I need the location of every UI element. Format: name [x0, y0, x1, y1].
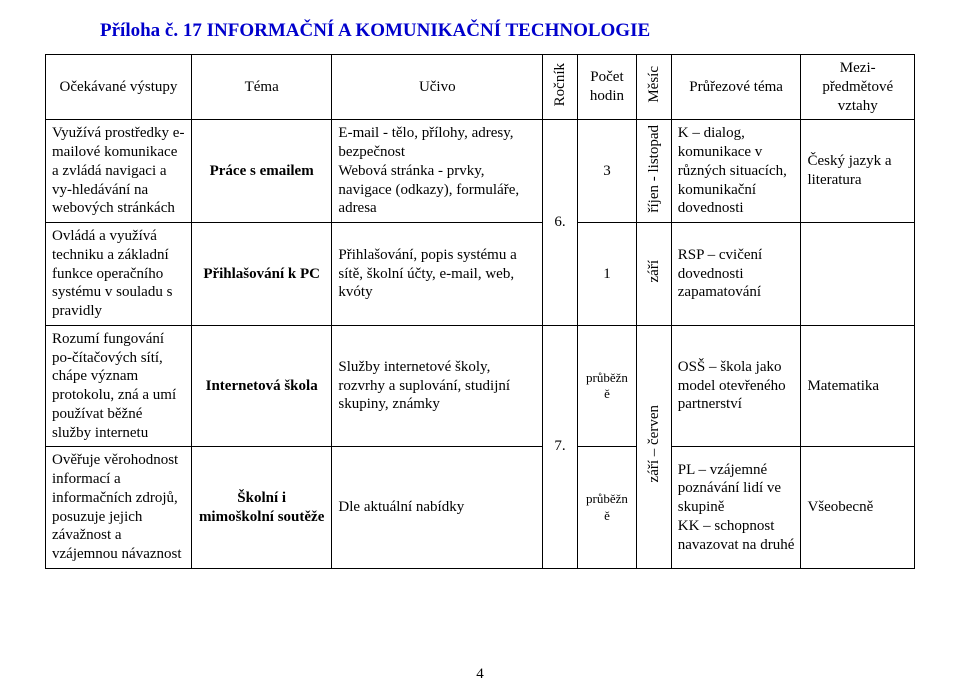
cell-vztahy: Matematika	[801, 325, 915, 447]
cell-mesic: říjen - listopad	[637, 120, 672, 223]
cell-ucivo: Přihlašování, popis systému a sítě, škol…	[332, 223, 543, 326]
cell-rocnik: 6.	[543, 120, 578, 326]
cell-vztahy	[801, 223, 915, 326]
curriculum-table: Očekávané výstupy Téma Učivo Ročník Poče…	[45, 54, 915, 569]
col-header-ucivo: Učivo	[332, 55, 543, 120]
col-header-rocnik: Ročník	[543, 55, 578, 120]
cell-tema: Internetová škola	[191, 325, 332, 447]
col-header-prurez: Průřezové téma	[671, 55, 801, 120]
cell-vztahy: Všeobecně	[801, 447, 915, 569]
cell-hodin: průběžně	[577, 447, 636, 569]
doc-title: Příloha č. 17 INFORMAČNÍ A KOMUNIKAČNÍ T…	[100, 20, 650, 41]
header-row: Očekávané výstupy Téma Učivo Ročník Poče…	[46, 55, 915, 120]
cell-hodin: 1	[577, 223, 636, 326]
cell-tema: Práce s emailem	[191, 120, 332, 223]
cell-prurez: PL – vzájemné poznávání lidí ve skupiněK…	[671, 447, 801, 569]
cell-vystupy: Ovládá a využívá techniku a základní fun…	[46, 223, 192, 326]
cell-ucivo: Dle aktuální nabídky	[332, 447, 543, 569]
cell-vystupy: Rozumí fungování po-čítačových sítí, chá…	[46, 325, 192, 447]
cell-rocnik: 7.	[543, 325, 578, 568]
cell-vystupy: Ověřuje věrohodnost informací a informač…	[46, 447, 192, 569]
cell-mesic: září – červen	[637, 325, 672, 568]
col-header-vztahy: Mezi-předmětové vztahy	[801, 55, 915, 120]
table-row: Využívá prostředky e-mailové komunikace …	[46, 120, 915, 223]
cell-hodin: průběžně	[577, 325, 636, 447]
table-row: Rozumí fungování po-čítačových sítí, chá…	[46, 325, 915, 447]
cell-prurez: K – dialog, komunikace v různých situací…	[671, 120, 801, 223]
col-header-vystupy: Očekávané výstupy	[46, 55, 192, 120]
cell-vztahy: Český jazyk a literatura	[801, 120, 915, 223]
col-header-tema: Téma	[191, 55, 332, 120]
table-row: Ověřuje věrohodnost informací a informač…	[46, 447, 915, 569]
cell-hodin: 3	[577, 120, 636, 223]
cell-ucivo: E-mail - tělo, přílohy, adresy, bezpečno…	[332, 120, 543, 223]
document-page: Příloha č. 17 INFORMAČNÍ A KOMUNIKAČNÍ T…	[0, 0, 960, 695]
cell-tema: Školní i mimoškolní soutěže	[191, 447, 332, 569]
cell-prurez: RSP – cvičení dovednosti zapamatování	[671, 223, 801, 326]
title-row: Příloha č. 17 INFORMAČNÍ A KOMUNIKAČNÍ T…	[45, 20, 915, 42]
page-number: 4	[0, 666, 960, 683]
cell-prurez: OSŠ – škola jako model otevřeného partne…	[671, 325, 801, 447]
col-header-hodin: Počet hodin	[577, 55, 636, 120]
cell-ucivo: Služby internetové školy, rozvrhy a supl…	[332, 325, 543, 447]
cell-tema: Přihlašování k PC	[191, 223, 332, 326]
cell-vystupy: Využívá prostředky e-mailové komunikace …	[46, 120, 192, 223]
cell-mesic: září	[637, 223, 672, 326]
table-row: Ovládá a využívá techniku a základní fun…	[46, 223, 915, 326]
col-header-mesic: Měsíc	[637, 55, 672, 120]
